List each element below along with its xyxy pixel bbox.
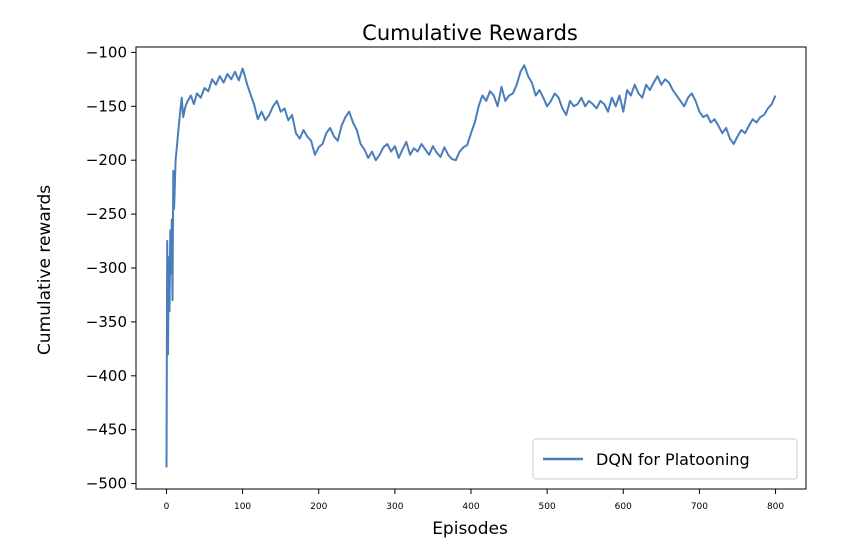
x-tick-label: 800 [767,502,784,512]
y-tick-label: −100 [86,43,127,61]
x-axis-label: Episodes [432,519,508,539]
y-axis: −100 −150 −200 −250 −300 −350 −400 −450 −500 [86,43,136,493]
x-tick-label: 700 [691,502,708,512]
y-tick-label: −350 [86,313,127,331]
legend-label: DQN for Platooning [596,450,750,469]
y-tick-label: −400 [86,367,127,385]
x-tick-label: 100 [234,502,251,512]
y-tick-label: −300 [86,259,127,277]
y-tick-label: −250 [86,205,127,223]
x-tick-label: 200 [310,502,327,512]
x-tick-label: 0 [164,502,170,512]
x-axis: 0 100 200 300 400 500 600 700 800 [164,489,784,512]
y-tick-label: −150 [86,97,127,115]
y-tick-label: −450 [86,421,127,439]
x-tick-label: 400 [462,502,479,512]
chart-title: Cumulative Rewards [362,21,578,45]
x-tick-label: 500 [539,502,556,512]
x-tick-label: 600 [615,502,632,512]
legend: DQN for Platooning [532,438,798,480]
x-tick-label: 300 [386,502,403,512]
y-axis-label: Cumulative rewards [35,185,55,355]
y-tick-label: −500 [86,475,127,493]
series-line-dqn [165,64,777,468]
legend-box [532,438,798,480]
y-tick-label: −200 [86,151,127,169]
